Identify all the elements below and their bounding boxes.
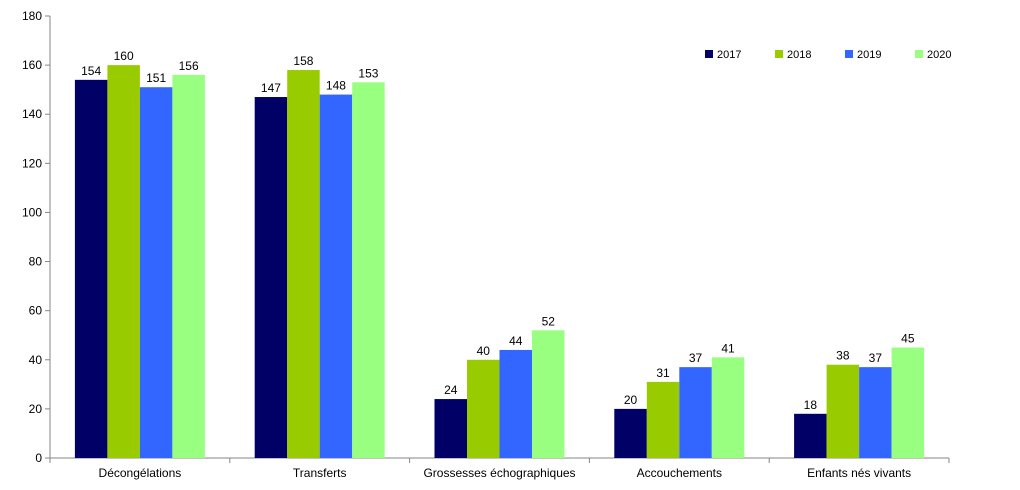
data-label: 38 [836, 349, 850, 363]
legend-swatch-2017 [705, 50, 713, 58]
bars [74, 65, 925, 459]
data-label: 37 [689, 351, 703, 365]
bar-2020-1 [352, 82, 385, 459]
data-label: 24 [444, 383, 458, 397]
legend: 2017 2018 2019 2020 [705, 49, 951, 61]
bar-2017-4 [794, 413, 827, 458]
bar-2018-2 [467, 359, 500, 458]
data-label: 148 [326, 79, 346, 93]
y-tick-label: 160 [22, 58, 42, 72]
y-tick-label: 80 [29, 255, 43, 269]
y-tick-label: 20 [29, 402, 43, 416]
bar-2018-0 [107, 65, 140, 458]
bar-2019-1 [319, 94, 353, 459]
x-tick-label: Transferts [293, 466, 347, 480]
data-label: 160 [114, 49, 134, 63]
data-label: 151 [146, 71, 166, 85]
legend-label: 2019 [857, 49, 881, 61]
bar-2017-1 [254, 97, 288, 459]
legend-label: 2018 [787, 49, 811, 61]
y-tick-label: 40 [29, 353, 43, 367]
y-tick-label: 140 [22, 107, 42, 121]
bar-2018-4 [826, 364, 860, 458]
data-label: 40 [477, 344, 491, 358]
data-label: 41 [721, 341, 735, 355]
bar-2018-3 [646, 381, 680, 458]
bar-2018-1 [287, 70, 320, 459]
bar-2020-0 [172, 74, 205, 458]
bar-2020-3 [711, 357, 745, 458]
bar-2020-2 [532, 330, 565, 458]
data-label: 20 [624, 393, 638, 407]
legend-swatch-2019 [845, 50, 853, 58]
data-label: 153 [358, 66, 378, 80]
bar-2017-0 [74, 79, 108, 458]
data-label: 45 [901, 332, 915, 346]
y-tick-label: 100 [22, 205, 42, 219]
data-label: 52 [542, 314, 556, 328]
data-label: 156 [179, 59, 199, 73]
data-label: 31 [656, 366, 670, 380]
data-label: 147 [261, 81, 281, 95]
bar-2019-0 [139, 87, 173, 458]
bar-2017-2 [434, 399, 467, 458]
y-tick-label: 60 [29, 304, 43, 318]
y-tick-label: 0 [35, 451, 42, 465]
legend-label: 2020 [927, 49, 951, 61]
legend-swatch-2020 [915, 50, 923, 58]
y-tick-label: 120 [22, 156, 42, 170]
data-label: 158 [293, 54, 313, 68]
bar-2020-4 [891, 347, 925, 458]
x-tick-label: Grossesses échographiques [423, 466, 575, 480]
data-label: 37 [869, 351, 883, 365]
bar-2017-3 [614, 408, 647, 458]
bar-2019-3 [679, 367, 712, 458]
data-label: 154 [81, 64, 101, 78]
data-label: 44 [509, 334, 523, 348]
x-tick-label: Enfants nés vivants [807, 466, 911, 480]
x-tick-label: Décongélations [99, 466, 182, 480]
axes: 0 20 40 60 80 100 120 140 160 180 Décongélations Tr… [22, 9, 950, 480]
bar-2019-2 [499, 349, 532, 458]
legend-label: 2017 [717, 49, 741, 61]
x-tick-label: Accouchements [637, 466, 722, 480]
legend-swatch-2018 [775, 50, 783, 58]
bar-2019-4 [859, 367, 892, 458]
data-label: 18 [804, 398, 818, 412]
y-tick-label: 180 [22, 9, 42, 23]
